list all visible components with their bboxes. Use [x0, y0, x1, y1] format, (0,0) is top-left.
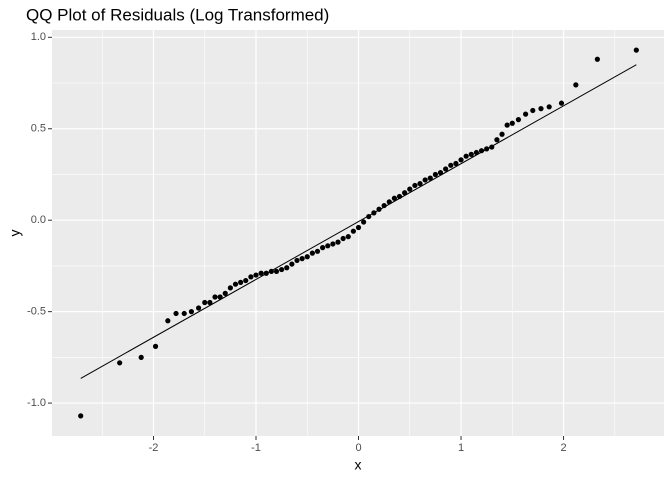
point — [243, 277, 249, 284]
point — [152, 343, 159, 349]
point — [188, 309, 195, 315]
point — [253, 272, 259, 278]
point — [484, 146, 490, 152]
point — [325, 243, 331, 249]
point — [304, 254, 310, 260]
point — [402, 190, 408, 196]
point — [335, 239, 341, 245]
point — [473, 149, 480, 156]
point — [165, 318, 171, 324]
point — [407, 186, 413, 192]
x-tick-label: 0 — [355, 442, 361, 454]
point — [299, 256, 305, 262]
point — [463, 153, 469, 159]
point — [330, 241, 336, 247]
point — [396, 193, 403, 200]
point — [530, 107, 536, 114]
point — [458, 157, 464, 163]
point — [268, 268, 274, 275]
point — [232, 281, 239, 287]
point — [432, 171, 438, 178]
point — [207, 299, 213, 306]
x-tick-label: -1 — [251, 442, 261, 454]
point — [258, 270, 264, 276]
point — [381, 202, 387, 209]
point — [437, 170, 444, 176]
x-tick-label: -2 — [149, 442, 159, 454]
point — [195, 305, 202, 311]
chart-title: QQ Plot of Residuals (Log Transformed) — [26, 5, 329, 24]
y-tick-label: -1.0 — [27, 397, 46, 409]
point — [523, 111, 529, 117]
point — [212, 294, 218, 300]
point — [515, 117, 522, 123]
point — [371, 210, 377, 216]
point — [376, 206, 382, 212]
point — [558, 100, 565, 106]
point — [573, 82, 579, 88]
point — [443, 166, 449, 172]
point — [138, 354, 144, 360]
point — [345, 234, 351, 240]
point — [504, 122, 510, 128]
point — [238, 279, 244, 285]
point — [309, 250, 315, 256]
point — [355, 224, 362, 231]
point — [594, 56, 600, 62]
point — [181, 310, 187, 317]
point — [391, 195, 397, 201]
point — [538, 106, 544, 112]
point — [340, 235, 346, 242]
x-tick-label: 2 — [560, 442, 566, 454]
point — [294, 257, 300, 264]
point — [248, 274, 254, 280]
point — [386, 199, 392, 205]
point — [478, 148, 485, 154]
x-tick-label: 1 — [458, 442, 464, 454]
point — [284, 265, 290, 271]
point — [412, 182, 418, 189]
point — [361, 219, 367, 225]
point — [173, 310, 179, 317]
point — [117, 360, 123, 366]
point — [202, 299, 208, 306]
point — [78, 413, 84, 419]
y-axis-label: y — [7, 230, 23, 237]
point — [546, 104, 552, 110]
point — [320, 245, 326, 251]
point — [273, 268, 280, 275]
point — [453, 160, 459, 167]
point — [350, 228, 356, 234]
qq-line — [80, 64, 637, 379]
point — [222, 290, 228, 296]
point — [494, 137, 500, 143]
point — [448, 162, 454, 168]
y-tick-label: -0.5 — [27, 306, 46, 318]
point — [509, 120, 515, 126]
point — [427, 175, 433, 181]
point — [366, 213, 372, 220]
point — [422, 177, 428, 183]
point — [417, 181, 423, 187]
point — [289, 261, 295, 267]
y-tick-label: 0.5 — [31, 123, 46, 135]
point — [489, 144, 495, 150]
point — [314, 248, 321, 254]
y-tick-label: 1.0 — [31, 31, 46, 43]
point — [227, 285, 233, 291]
point — [217, 294, 223, 300]
point — [263, 270, 269, 276]
point — [633, 47, 639, 53]
point — [279, 266, 285, 273]
y-tick-label: 0.0 — [31, 214, 46, 226]
point — [499, 131, 505, 137]
point — [468, 151, 474, 157]
x-axis-label: x — [355, 457, 362, 473]
